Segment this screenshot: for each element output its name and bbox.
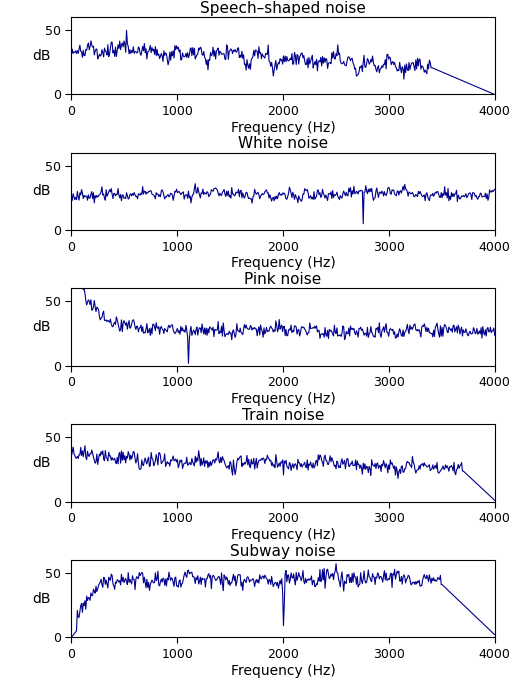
Y-axis label: dB: dB bbox=[33, 49, 51, 63]
Title: Speech–shaped noise: Speech–shaped noise bbox=[200, 1, 365, 16]
Y-axis label: dB: dB bbox=[33, 184, 51, 199]
X-axis label: Frequency (Hz): Frequency (Hz) bbox=[230, 121, 335, 135]
X-axis label: Frequency (Hz): Frequency (Hz) bbox=[230, 392, 335, 406]
Title: Subway noise: Subway noise bbox=[230, 544, 335, 559]
X-axis label: Frequency (Hz): Frequency (Hz) bbox=[230, 256, 335, 271]
Title: White noise: White noise bbox=[238, 136, 327, 151]
Y-axis label: dB: dB bbox=[33, 456, 51, 470]
Title: Train noise: Train noise bbox=[241, 408, 324, 423]
Y-axis label: dB: dB bbox=[33, 591, 51, 605]
X-axis label: Frequency (Hz): Frequency (Hz) bbox=[230, 527, 335, 542]
Y-axis label: dB: dB bbox=[33, 320, 51, 334]
Title: Pink noise: Pink noise bbox=[244, 272, 321, 287]
X-axis label: Frequency (Hz): Frequency (Hz) bbox=[230, 664, 335, 677]
